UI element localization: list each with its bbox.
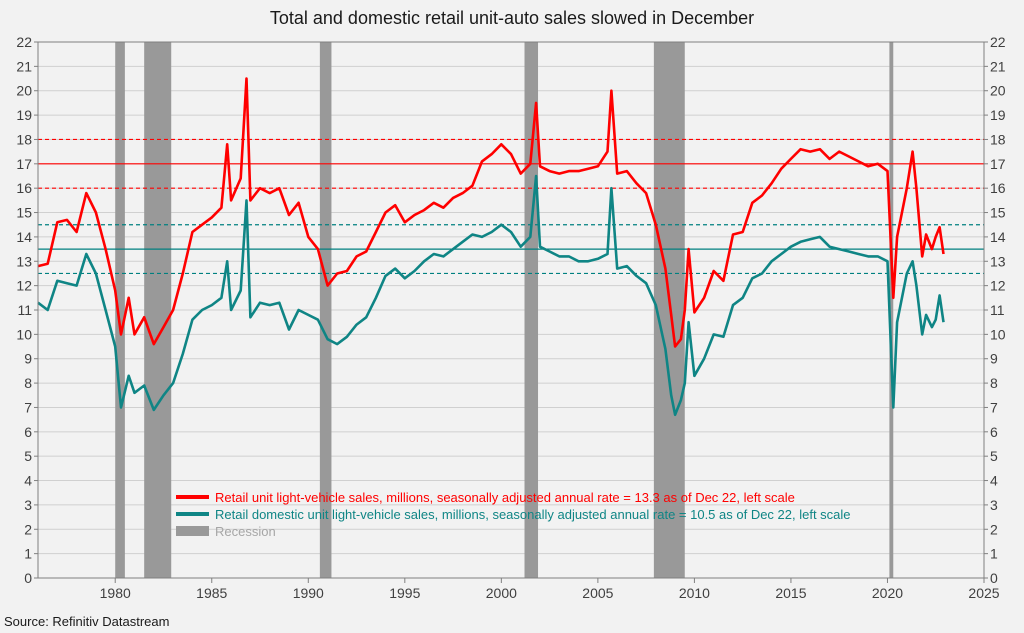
y-tick-label-left: 9 (24, 351, 32, 367)
x-tick-label: 1985 (196, 585, 227, 601)
x-tick-label: 1980 (100, 585, 131, 601)
recession-band (319, 42, 332, 578)
y-tick-label-right: 13 (990, 253, 1006, 269)
y-tick-label-right: 4 (990, 473, 998, 489)
y-tick-label-right: 1 (990, 546, 998, 562)
y-tick-label-left: 14 (16, 229, 32, 245)
y-tick-label-right: 0 (990, 570, 998, 586)
y-tick-label-right: 2 (990, 521, 998, 537)
y-tick-label-right: 9 (990, 351, 998, 367)
chart-title: Total and domestic retail unit-auto sale… (270, 8, 754, 28)
y-tick-label-left: 21 (16, 58, 32, 74)
x-tick-label: 1990 (293, 585, 324, 601)
y-tick-label-left: 6 (24, 424, 32, 440)
y-tick-label-right: 18 (990, 131, 1006, 147)
recession-band (889, 42, 894, 578)
y-tick-label-right: 17 (990, 156, 1006, 172)
y-tick-label-right: 15 (990, 205, 1006, 221)
recession-band (524, 42, 539, 578)
legend-label: Retail domestic unit light-vehicle sales… (215, 507, 851, 522)
y-tick-label-left: 0 (24, 570, 32, 586)
x-tick-label: 1995 (389, 585, 420, 601)
y-tick-label-right: 8 (990, 375, 998, 391)
y-tick-label-left: 19 (16, 107, 32, 123)
y-tick-label-left: 18 (16, 131, 32, 147)
y-tick-label-right: 16 (990, 180, 1006, 196)
recession-bands (115, 42, 894, 578)
y-tick-label-left: 7 (24, 399, 32, 415)
legend-label: Recession (215, 524, 276, 539)
y-tick-label-right: 5 (990, 448, 998, 464)
y-tick-label-left: 13 (16, 253, 32, 269)
y-tick-label-left: 3 (24, 497, 32, 513)
y-tick-label-left: 15 (16, 205, 32, 221)
legend: Retail unit light-vehicle sales, million… (176, 490, 851, 539)
y-tick-label-right: 11 (990, 302, 1005, 318)
recession-band (115, 42, 125, 578)
y-tick-label-right: 12 (990, 278, 1006, 294)
series-line-retail-domestic (37, 174, 945, 417)
x-tick-label: 2010 (679, 585, 710, 601)
y-tick-label-right: 7 (990, 399, 998, 415)
y-tick-label-right: 14 (990, 229, 1006, 245)
y-tick-label-left: 17 (16, 156, 32, 172)
y-tick-label-left: 5 (24, 448, 32, 464)
y-tick-label-left: 12 (16, 278, 32, 294)
y-tick-label-right: 21 (990, 58, 1006, 74)
y-tick-label-left: 11 (17, 302, 32, 318)
y-tick-label-right: 22 (990, 34, 1006, 50)
chart-source: Source: Refinitiv Datastream (4, 614, 169, 629)
y-tick-label-left: 22 (16, 34, 32, 50)
x-tick-label: 2015 (775, 585, 806, 601)
y-tick-label-right: 19 (990, 107, 1006, 123)
x-tick-label: 2025 (968, 585, 999, 601)
y-tick-label-left: 16 (16, 180, 32, 196)
x-tick-label: 2020 (872, 585, 903, 601)
y-tick-label-right: 20 (990, 83, 1006, 99)
y-tick-label-left: 4 (24, 473, 32, 489)
y-tick-label-left: 10 (16, 326, 32, 342)
y-tick-label-left: 1 (24, 546, 32, 562)
y-tick-label-left: 8 (24, 375, 32, 391)
y-tick-label-left: 2 (24, 521, 32, 537)
y-tick-label-left: 20 (16, 83, 32, 99)
x-tick-label: 2000 (486, 585, 517, 601)
y-tick-label-right: 10 (990, 326, 1006, 342)
x-tick-label: 2005 (582, 585, 613, 601)
legend-label: Retail unit light-vehicle sales, million… (215, 490, 795, 505)
series-line-retail-total (37, 77, 945, 348)
recession-band (144, 42, 172, 578)
y-tick-label-right: 6 (990, 424, 998, 440)
y-tick-label-right: 3 (990, 497, 998, 513)
series-lines (37, 77, 945, 417)
reference-lines (38, 138, 984, 275)
